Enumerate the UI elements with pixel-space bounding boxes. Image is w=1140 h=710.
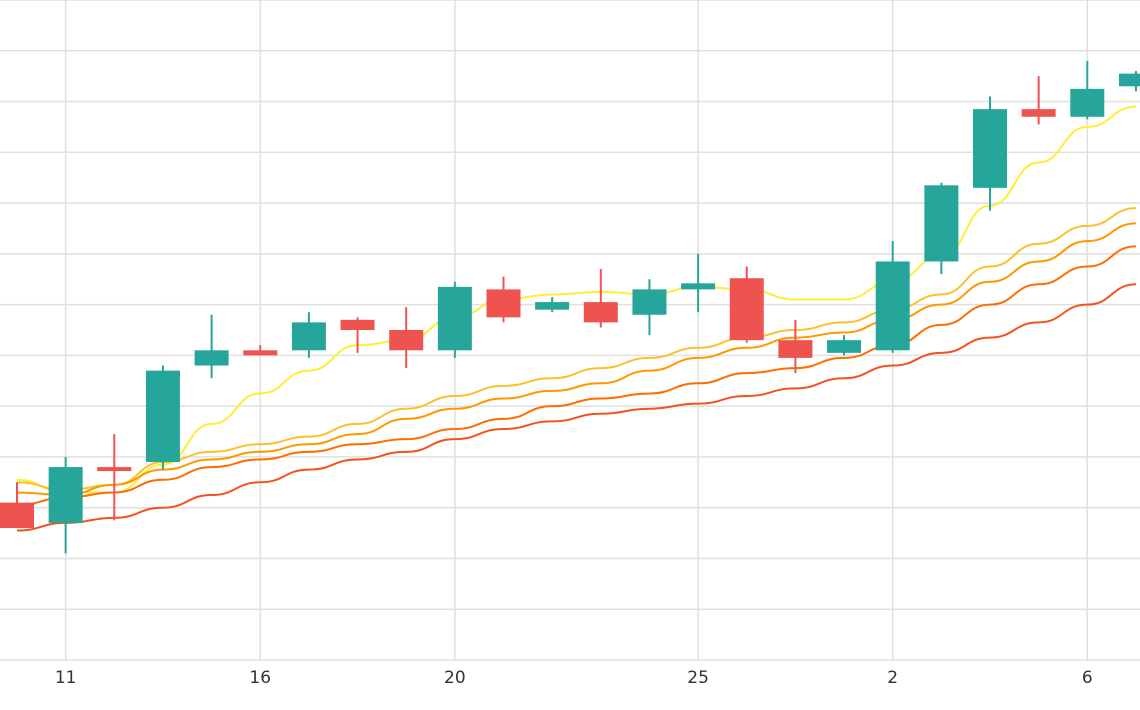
- candle: [875, 241, 910, 353]
- candle: [924, 182, 959, 275]
- candle-body: [1070, 88, 1105, 117]
- candle: [194, 314, 229, 379]
- candle: [389, 307, 424, 369]
- candle-body: [1021, 109, 1056, 117]
- candle: [48, 456, 83, 554]
- candle: [0, 482, 34, 528]
- candle-body: [389, 330, 424, 351]
- candle: [1118, 71, 1140, 92]
- candle: [827, 335, 862, 356]
- candle: [437, 281, 472, 358]
- candle: [681, 253, 716, 313]
- candle-body: [875, 261, 910, 351]
- candle-body: [48, 467, 83, 523]
- candle: [778, 319, 813, 374]
- candle: [145, 365, 180, 470]
- x-axis: 11 16 20 25 2 6: [55, 668, 1093, 688]
- candle: [583, 269, 618, 328]
- candle: [97, 434, 132, 521]
- candle-body: [729, 278, 764, 341]
- x-tick-label: 6: [1082, 668, 1093, 688]
- candles: [0, 60, 1140, 554]
- candle-body: [1118, 73, 1140, 87]
- x-tick-label: 2: [887, 668, 898, 688]
- candle-body: [243, 350, 278, 356]
- candle: [1021, 76, 1056, 125]
- candle-body: [973, 109, 1007, 188]
- candle: [340, 317, 375, 353]
- candle: [1070, 60, 1105, 120]
- candle-body: [632, 289, 667, 315]
- candle-body: [437, 286, 472, 351]
- moving-average-line-5: [16, 283, 1136, 532]
- candle: [632, 279, 667, 336]
- candle: [535, 297, 570, 313]
- candle-body: [583, 302, 618, 323]
- moving-average-line-2: [16, 207, 1136, 491]
- moving-average-lines: [16, 105, 1136, 532]
- candle-body: [827, 340, 862, 353]
- candle-body: [194, 350, 229, 366]
- candle: [973, 96, 1007, 211]
- candle-body: [486, 289, 521, 318]
- candle-body: [145, 370, 180, 462]
- candle-body: [340, 319, 375, 330]
- candle-body: [291, 322, 326, 351]
- x-tick-label: 20: [444, 668, 466, 688]
- moving-average-line-1: [16, 105, 1136, 494]
- candle-body: [681, 283, 716, 290]
- moving-average-line-4: [16, 245, 1136, 507]
- candle-body: [778, 340, 813, 358]
- candle: [243, 345, 278, 356]
- moving-average-line-3: [16, 222, 1136, 497]
- x-tick-label: 25: [687, 668, 709, 688]
- candle-body: [924, 185, 959, 262]
- x-tick-label: 11: [55, 668, 77, 688]
- grid: [0, 0, 1140, 661]
- candle: [291, 312, 326, 358]
- candle-body: [0, 502, 34, 528]
- candle-body: [97, 467, 132, 472]
- candle-body: [535, 302, 570, 310]
- candle: [729, 266, 764, 343]
- x-tick-label: 16: [249, 668, 271, 688]
- candle: [486, 276, 521, 323]
